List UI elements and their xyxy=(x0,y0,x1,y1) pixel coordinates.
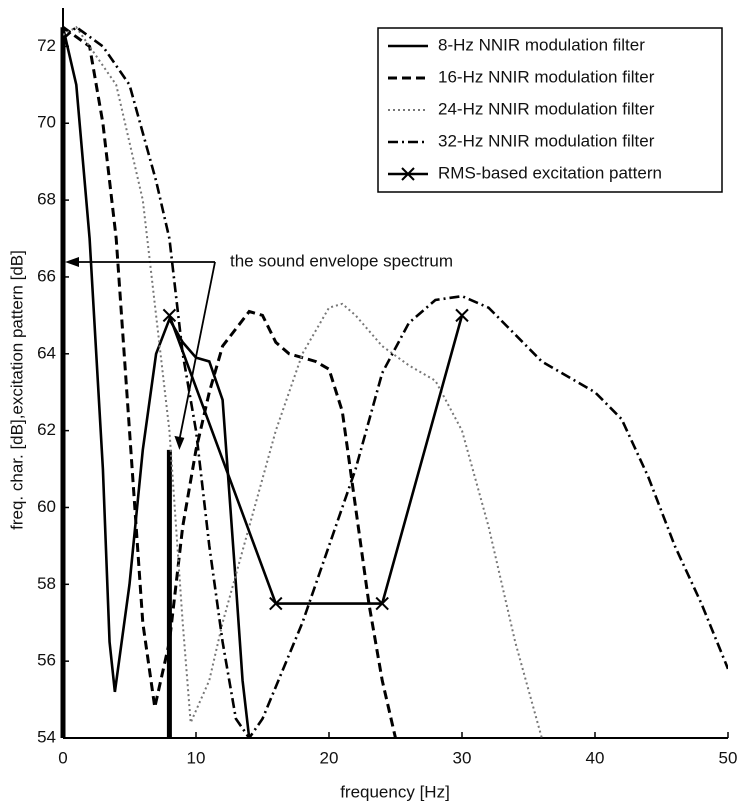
arrow-head xyxy=(174,435,185,450)
y-tick-label: 56 xyxy=(37,651,56,670)
y-tick-label: 58 xyxy=(37,574,56,593)
x-tick-label: 0 xyxy=(58,748,67,767)
arrow-line xyxy=(178,261,216,441)
arrow-head xyxy=(65,257,79,267)
y-axis-label: freq. char. [dB],excitation pattern [dB] xyxy=(7,250,26,530)
legend-label: 16-Hz NNIR modulation filter xyxy=(438,67,655,86)
y-tick-label: 54 xyxy=(37,727,56,746)
series-line xyxy=(63,25,728,738)
series-line xyxy=(63,25,397,738)
y-tick-label: 66 xyxy=(37,266,56,285)
x-tick-label: 20 xyxy=(320,748,339,767)
x-axis-label: frequency [Hz] xyxy=(340,782,450,801)
marker xyxy=(269,596,283,611)
series-line xyxy=(168,314,464,605)
legend-label: RMS-based excitation pattern xyxy=(438,163,662,182)
x-tick-label: 50 xyxy=(719,748,738,767)
legend-label: 24-Hz NNIR modulation filter xyxy=(438,99,655,118)
x-tick-label: 40 xyxy=(586,748,605,767)
y-tick-label: 62 xyxy=(37,420,56,439)
annotation: the sound envelope spectrum xyxy=(230,251,453,270)
marker xyxy=(162,308,177,323)
y-tick-label: 60 xyxy=(37,497,56,516)
y-tick-label: 68 xyxy=(37,190,56,209)
x-tick-label: 30 xyxy=(453,748,472,767)
series-line xyxy=(63,25,543,738)
marker xyxy=(375,596,389,611)
marker xyxy=(455,308,469,323)
legend-marker xyxy=(401,167,415,181)
y-tick-label: 64 xyxy=(37,343,56,362)
legend-box xyxy=(377,27,723,193)
y-tick-label: 72 xyxy=(37,36,56,55)
legend-label: 32-Hz NNIR modulation filter xyxy=(438,131,655,150)
legend-label: 8-Hz NNIR modulation filter xyxy=(438,35,645,54)
series-line xyxy=(63,26,251,738)
x-tick-label: 10 xyxy=(187,748,206,767)
y-tick-label: 70 xyxy=(37,113,56,132)
